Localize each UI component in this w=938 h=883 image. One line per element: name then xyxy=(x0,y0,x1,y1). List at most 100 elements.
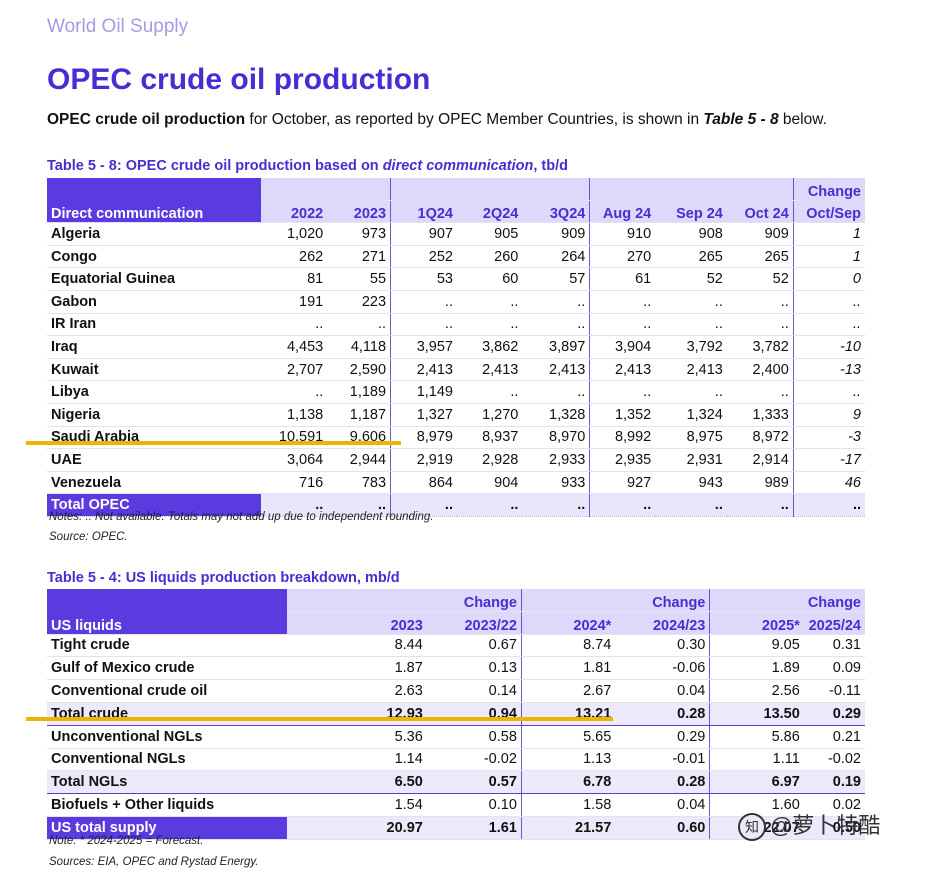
table54-sources: Sources: EIA, OPEC and Rystad Energy. xyxy=(49,856,259,868)
table-cell: 9.05 xyxy=(709,634,804,658)
table-cell: 0.28 xyxy=(615,770,710,795)
table-row: Congo 262 271 252 260 264 270 265 265 1 xyxy=(47,245,865,269)
table-cell: 6.97 xyxy=(709,770,804,795)
table-cell: .. xyxy=(792,290,865,314)
table-cell: 5.36 xyxy=(287,725,427,749)
table-row: Algeria 1,020 973 907 905 909 910 908 909 1 xyxy=(47,222,865,246)
table-cell: -13 xyxy=(792,358,865,382)
table-cell: 1,138 xyxy=(260,403,328,427)
table-cell: 0.67 xyxy=(426,634,522,658)
table-cell: 1.87 xyxy=(287,656,427,681)
table-cell: 0.28 xyxy=(615,701,710,726)
table-cell: 2.63 xyxy=(287,679,427,703)
table-cell: .. xyxy=(792,493,865,517)
table-cell: -0.01 xyxy=(615,748,710,772)
table58-col-header: Sep 24 xyxy=(655,200,727,224)
table-cell: 46 xyxy=(792,471,865,495)
country-label: Saudi Arabia xyxy=(47,426,261,450)
table-cell: 13.50 xyxy=(709,701,804,726)
table-cell: 989 xyxy=(726,471,794,495)
table-cell: 927 xyxy=(589,471,656,495)
table-cell: 0.29 xyxy=(615,725,710,749)
table-row: Conventional NGLs 1.14 -0.02 1.13 -0.01 1.11-… xyxy=(47,748,865,772)
table-cell: 3,862 xyxy=(456,335,523,359)
table-cell: .. xyxy=(792,313,865,337)
table-row: US total supply 20.97 1.61 21.57 0.60 22.07 0.… xyxy=(47,815,865,840)
watermark: 知 @萝卜特酷 xyxy=(738,808,880,842)
table-cell: 265 xyxy=(726,245,794,269)
table-cell: -10 xyxy=(792,335,865,359)
table58-col-header: 3Q24 xyxy=(522,200,590,224)
table-cell: .. xyxy=(589,290,656,314)
table-cell: 9,606 xyxy=(327,426,391,450)
table-cell: 8.74 xyxy=(520,634,616,658)
table-cell: 1,327 xyxy=(390,403,457,427)
table-cell: 2,931 xyxy=(655,448,727,472)
table-cell: 2,413 xyxy=(522,358,590,382)
table-row: Tight crude 8.44 0.67 8.74 0.30 9.05 0.31 xyxy=(47,634,865,658)
row-label: Unconventional NGLs xyxy=(47,725,287,749)
table-cell: -0.11 xyxy=(803,679,865,703)
table-cell: 1.58 xyxy=(520,793,616,817)
table-row: Unconventional NGLs 5.36 0.58 5.65 0.29 5.86 0… xyxy=(47,725,865,749)
table-cell: 1,324 xyxy=(655,403,727,427)
table-cell: .. xyxy=(726,493,794,517)
table-cell: 8,937 xyxy=(456,426,523,450)
table-cell: 2,935 xyxy=(589,448,656,472)
table-cell: 0.02 xyxy=(803,793,865,817)
highlight-underline-2 xyxy=(26,717,613,721)
table58-source: Source: OPEC. xyxy=(49,531,128,543)
table-cell: 1,328 xyxy=(522,403,590,427)
row-label: Tight crude xyxy=(47,634,287,658)
table-row: Iraq 4,453 4,118 3,957 3,862 3,897 3,904 3,792 3… xyxy=(47,335,865,359)
table54-col-header: 2024/23 xyxy=(615,611,710,635)
section-header: World Oil Supply xyxy=(47,16,189,37)
intro-middle: for October, as reported by OPEC Member … xyxy=(245,111,704,128)
table-cell: -0.06 xyxy=(615,656,710,681)
table54-change-label-1: Change xyxy=(426,589,522,612)
table-cell: 8,992 xyxy=(589,426,656,450)
table-cell: 943 xyxy=(655,471,727,495)
row-label: Conventional NGLs xyxy=(47,748,287,772)
table-cell: 933 xyxy=(522,471,590,495)
table-cell: .. xyxy=(726,313,794,337)
table-cell: .. xyxy=(655,290,727,314)
table-cell: 1,020 xyxy=(260,222,328,246)
table-cell: 13.21 xyxy=(520,701,616,726)
table-cell: 191 xyxy=(260,290,328,314)
table-cell: .. xyxy=(456,290,523,314)
table58-first-header: Direct communication xyxy=(47,178,261,224)
table54-col-header: 2023 xyxy=(287,611,427,635)
table-cell: 3,957 xyxy=(390,335,457,359)
table58-col-header: 2022 xyxy=(260,200,328,224)
table-cell: 2,914 xyxy=(726,448,794,472)
table-cell: 2,413 xyxy=(390,358,457,382)
table-cell: 53 xyxy=(390,267,457,291)
table-cell: 2,933 xyxy=(522,448,590,472)
table-row: Kuwait 2,707 2,590 2,413 2,413 2,413 2,413 2,41… xyxy=(47,358,865,382)
table-cell: .. xyxy=(327,493,391,517)
table-cell: 264 xyxy=(522,245,590,269)
table-row: Gabon 191 223.............. xyxy=(47,290,865,314)
table-cell: 8.44 xyxy=(287,634,427,658)
table-cell: .. xyxy=(390,493,457,517)
table-cell: 3,792 xyxy=(655,335,727,359)
table-cell: .. xyxy=(726,290,794,314)
table-cell: .. xyxy=(522,493,590,517)
table-cell: 0.09 xyxy=(803,656,865,681)
table-cell: .. xyxy=(589,493,656,517)
table-cell: 716 xyxy=(260,471,328,495)
table-cell: .. xyxy=(792,380,865,404)
table-cell: 0.29 xyxy=(803,701,865,726)
table-cell: .. xyxy=(456,493,523,517)
country-label: UAE xyxy=(47,448,261,472)
table58-change-label: Change xyxy=(792,178,865,201)
table-cell: -17 xyxy=(792,448,865,472)
country-label: Gabon xyxy=(47,290,261,314)
table-cell: 21.57 xyxy=(520,815,616,840)
table-cell: 908 xyxy=(655,222,727,246)
table54-note: Note: * 2024-2025 = Forecast. xyxy=(49,835,204,847)
table-cell: .. xyxy=(260,313,328,337)
table-cell: 2.56 xyxy=(709,679,804,703)
table-row: Saudi Arabia 10,591 9,606 8,979 8,937 8,970 8,… xyxy=(47,426,865,450)
